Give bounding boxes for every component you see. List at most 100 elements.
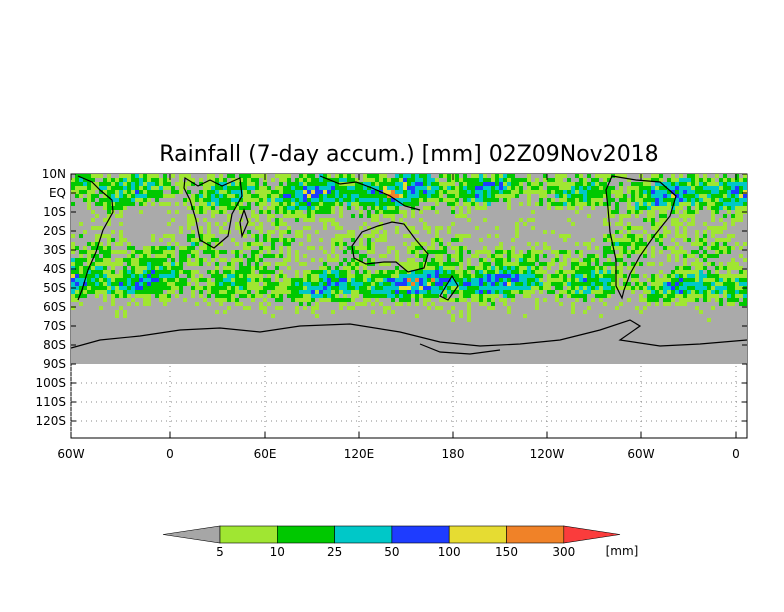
rain-cell	[271, 246, 275, 250]
rain-cell	[735, 294, 739, 298]
rain-cell	[463, 178, 467, 182]
rain-cell	[367, 178, 371, 182]
rain-cell	[367, 202, 371, 206]
rain-cell	[587, 258, 591, 262]
rain-cell	[271, 190, 275, 194]
rain-cell	[219, 282, 223, 286]
rain-cell	[651, 262, 655, 266]
rain-cell	[343, 190, 347, 194]
rain-cell	[547, 178, 551, 182]
rain-cell	[239, 210, 243, 214]
rain-cell	[171, 186, 175, 190]
rain-cell	[483, 178, 487, 182]
rain-cell	[351, 306, 355, 310]
rain-cell	[287, 246, 291, 250]
rain-cell	[171, 266, 175, 270]
rain-cell	[179, 230, 183, 234]
rain-cell	[663, 294, 667, 298]
rain-cell	[215, 194, 219, 198]
rain-cell	[575, 258, 579, 262]
rain-cell	[111, 274, 115, 278]
rain-cell	[571, 190, 575, 194]
rain-cell	[311, 206, 315, 210]
rain-cell	[487, 298, 491, 302]
rain-cell	[435, 230, 439, 234]
rain-cell	[587, 214, 591, 218]
rain-cell	[683, 270, 687, 274]
rain-cell	[663, 234, 667, 238]
rain-cell	[459, 186, 463, 190]
rain-cell	[303, 186, 307, 190]
rain-cell	[271, 214, 275, 218]
rain-cell	[671, 186, 675, 190]
rain-cell	[655, 222, 659, 226]
rain-cell	[303, 206, 307, 210]
rain-cell	[551, 202, 555, 206]
rain-cell	[115, 186, 119, 190]
rain-cell	[107, 234, 111, 238]
rain-cell	[699, 294, 703, 298]
rain-cell	[583, 202, 587, 206]
rain-cell	[683, 226, 687, 230]
rain-cell	[599, 266, 603, 270]
rain-cell	[423, 242, 427, 246]
rain-cell	[123, 314, 127, 318]
rain-cell	[259, 258, 263, 262]
rain-cell	[631, 182, 635, 186]
rain-cell	[523, 262, 527, 266]
rain-cell	[247, 274, 251, 278]
rain-cell	[711, 254, 715, 258]
rain-cell	[323, 222, 327, 226]
rain-cell	[575, 202, 579, 206]
rain-cell	[687, 190, 691, 194]
rain-cell	[151, 274, 155, 278]
rain-cell	[559, 190, 563, 194]
rain-cell	[347, 270, 351, 274]
rain-cell	[219, 242, 223, 246]
rain-cell	[679, 198, 683, 202]
rain-cell	[255, 178, 259, 182]
rain-cell	[187, 218, 191, 222]
rain-cell	[199, 262, 203, 266]
rain-cell	[419, 270, 423, 274]
rain-cell	[275, 222, 279, 226]
rain-cell	[151, 262, 155, 266]
rain-cell	[107, 278, 111, 282]
colorbar-swatch	[219, 525, 278, 544]
rain-cell	[263, 298, 267, 302]
rain-cell	[303, 282, 307, 286]
rain-cell	[263, 210, 267, 214]
rain-cell	[503, 298, 507, 302]
rain-cell	[423, 182, 427, 186]
rain-cell	[459, 270, 463, 274]
rain-cell	[483, 294, 487, 298]
rain-cell	[739, 274, 743, 278]
rain-cell	[167, 246, 171, 250]
rain-cell	[355, 286, 359, 290]
rain-cell	[115, 262, 119, 266]
rain-cell	[311, 290, 315, 294]
rain-cell	[479, 194, 483, 198]
rain-cell	[687, 214, 691, 218]
rain-cell	[567, 182, 571, 186]
rain-cell	[535, 190, 539, 194]
rain-cell	[703, 290, 707, 294]
rain-cell	[551, 178, 555, 182]
rain-cell	[383, 190, 387, 194]
rain-cell	[739, 286, 743, 290]
rain-cell	[715, 202, 719, 206]
rain-cell	[99, 282, 103, 286]
rain-cell	[147, 182, 151, 186]
rain-cell	[311, 186, 315, 190]
rain-cell	[651, 174, 655, 178]
rain-cell	[227, 286, 231, 290]
rain-cell	[83, 182, 87, 186]
rain-cell	[231, 198, 235, 202]
rain-cell	[559, 178, 563, 182]
rain-cell	[335, 222, 339, 226]
rain-cell	[295, 258, 299, 262]
rain-cell	[675, 254, 679, 258]
rain-cell	[647, 218, 651, 222]
lat-label: 60S	[43, 300, 66, 314]
rain-cell	[335, 174, 339, 178]
